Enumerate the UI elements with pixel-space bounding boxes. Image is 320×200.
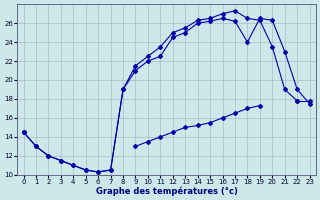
X-axis label: Graphe des températures (°c): Graphe des températures (°c) bbox=[96, 186, 237, 196]
